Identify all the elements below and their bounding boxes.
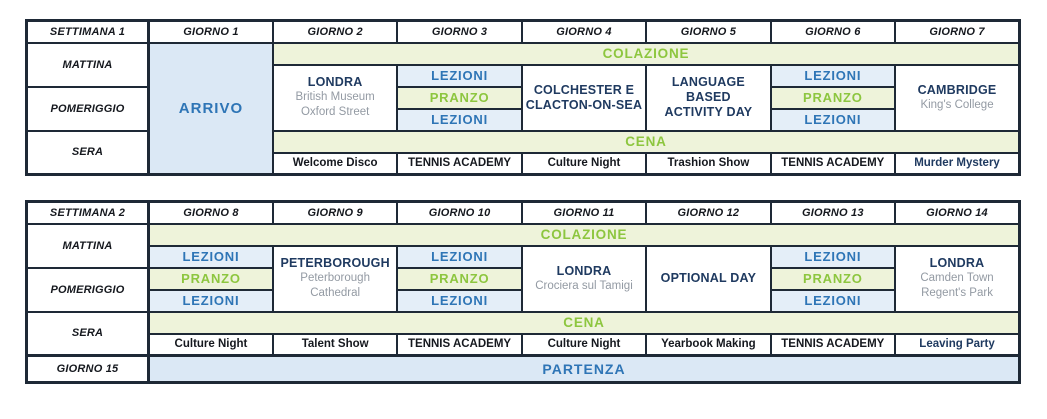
breakfast-band: COLAZIONE (271, 41, 1021, 66)
breakfast-band: COLAZIONE (147, 222, 1021, 247)
activity-cell: TENNIS ACADEMY (396, 332, 523, 357)
activity-cell: Culture Night (520, 151, 648, 176)
lessons-cell: LEZIONI (147, 288, 274, 313)
lessons-cell: LEZIONI (769, 244, 897, 269)
excursion-subtitle: British Museum (295, 91, 375, 104)
excursion-title: LONDRA (307, 75, 363, 90)
lunch-cell: PRANZO (769, 266, 897, 291)
lunch-cell: PRANZO (396, 85, 523, 110)
row-label-morning: MATTINA (25, 222, 150, 269)
activity-cell: Murder Mystery (894, 151, 1021, 176)
excursion-cell: COLCHESTER E CLACTON-ON-SEA (520, 63, 648, 132)
excursion-title: LANGUAGE BASED (671, 75, 745, 104)
excursion-cell: CAMBRIDGE King's College (894, 63, 1021, 132)
schedule-page: SETTIMANA 1 GIORNO 1 GIORNO 2 GIORNO 3 G… (25, 19, 1021, 384)
dinner-band: CENA (147, 310, 1021, 335)
week1-title: SETTIMANA 1 (25, 19, 150, 44)
lessons-cell: LEZIONI (769, 63, 897, 88)
row-label-day15: GIORNO 15 (25, 354, 150, 384)
day-header: GIORNO 2 (271, 19, 399, 44)
day-header: GIORNO 10 (396, 200, 523, 225)
excursion-title: CAMBRIDGE (917, 82, 997, 97)
excursion-cell: PETERBOROUGH Peterborough Cathedral (271, 244, 399, 313)
excursion-cell: LONDRA Crociera sul Tamigi (520, 244, 648, 313)
excursion-title: PETERBOROUGH (280, 256, 390, 271)
lessons-cell: LEZIONI (769, 288, 897, 313)
activity-cell: Yearbook Making (645, 332, 772, 357)
excursion-subtitle: King's College (920, 98, 994, 111)
lessons-cell: LEZIONI (396, 244, 523, 269)
arrival-cell: ARRIVO (147, 41, 274, 176)
departure-cell: PARTENZA (147, 354, 1021, 384)
row-label-evening: SERA (25, 310, 150, 357)
excursion-subtitle: Regent's Park (921, 287, 993, 299)
activity-cell: Culture Night (520, 332, 648, 357)
day-header: GIORNO 8 (147, 200, 274, 225)
excursion-title: COLCHESTER E (533, 82, 635, 97)
day-header: GIORNO 9 (271, 200, 399, 225)
day-header: GIORNO 7 (894, 19, 1021, 44)
excursion-cell: LONDRA British Museum Oxford Street (271, 63, 399, 132)
excursion-title: LONDRA (929, 256, 985, 271)
day-header: GIORNO 13 (769, 200, 897, 225)
week2-title: SETTIMANA 2 (25, 200, 150, 225)
excursion-title: ACTIVITY DAY (664, 105, 753, 119)
lunch-cell: PRANZO (396, 266, 523, 291)
excursion-cell: LONDRA Camden Town Regent's Park (894, 244, 1021, 313)
activity-cell: Leaving Party (894, 332, 1021, 357)
lessons-cell: LEZIONI (396, 107, 523, 132)
activity-cell: Trashion Show (645, 151, 772, 176)
lunch-cell: PRANZO (147, 266, 274, 291)
excursion-cell: OPTIONAL DAY (645, 244, 772, 313)
day-header: GIORNO 5 (645, 19, 772, 44)
excursion-subtitle: Camden Town (920, 272, 994, 285)
activity-cell: Talent Show (271, 332, 399, 357)
day-header: GIORNO 1 (147, 19, 274, 44)
activity-cell: TENNIS ACADEMY (396, 151, 523, 176)
day-header: GIORNO 12 (645, 200, 772, 225)
activity-cell: Culture Night (147, 332, 274, 357)
lunch-cell: PRANZO (769, 85, 897, 110)
day-header: GIORNO 11 (520, 200, 648, 225)
activity-cell: TENNIS ACADEMY (769, 332, 897, 357)
excursion-subtitle: Crociera sul Tamigi (535, 279, 633, 292)
excursion-subtitle: Cathedral (310, 287, 361, 299)
excursion-subtitle: Peterborough (300, 272, 370, 285)
day-header: GIORNO 14 (894, 200, 1021, 225)
excursion-cell: LANGUAGE BASED ACTIVITY DAY (645, 63, 772, 132)
lessons-cell: LEZIONI (147, 244, 274, 269)
row-label-evening: SERA (25, 129, 150, 176)
row-label-afternoon: POMERIGGIO (25, 266, 150, 313)
excursion-title: OPTIONAL DAY (660, 271, 757, 285)
day-header: GIORNO 4 (520, 19, 648, 44)
excursion-title: LONDRA (556, 263, 612, 278)
lessons-cell: LEZIONI (396, 288, 523, 313)
lessons-cell: LEZIONI (396, 63, 523, 88)
week2-table: SETTIMANA 2 GIORNO 8 GIORNO 9 GIORNO 10 … (25, 200, 1021, 384)
excursion-title: CLACTON-ON-SEA (525, 97, 643, 112)
lessons-cell: LEZIONI (769, 107, 897, 132)
day-header: GIORNO 3 (396, 19, 523, 44)
week1-table: SETTIMANA 1 GIORNO 1 GIORNO 2 GIORNO 3 G… (25, 19, 1021, 176)
row-label-morning: MATTINA (25, 41, 150, 88)
activity-cell: Welcome Disco (271, 151, 399, 176)
dinner-band: CENA (271, 129, 1021, 154)
row-label-afternoon: POMERIGGIO (25, 85, 150, 132)
day-header: GIORNO 6 (769, 19, 897, 44)
excursion-subtitle: Oxford Street (300, 106, 370, 118)
activity-cell: TENNIS ACADEMY (769, 151, 897, 176)
